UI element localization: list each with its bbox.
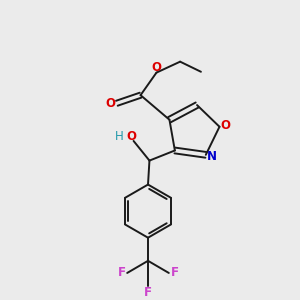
Text: N: N — [207, 150, 217, 163]
Text: O: O — [220, 119, 230, 132]
Text: O: O — [126, 130, 136, 143]
Text: H: H — [115, 130, 124, 143]
Text: F: F — [144, 286, 152, 299]
Text: O: O — [152, 61, 161, 74]
Text: F: F — [117, 266, 125, 279]
Text: F: F — [171, 266, 178, 279]
Text: O: O — [106, 97, 116, 110]
